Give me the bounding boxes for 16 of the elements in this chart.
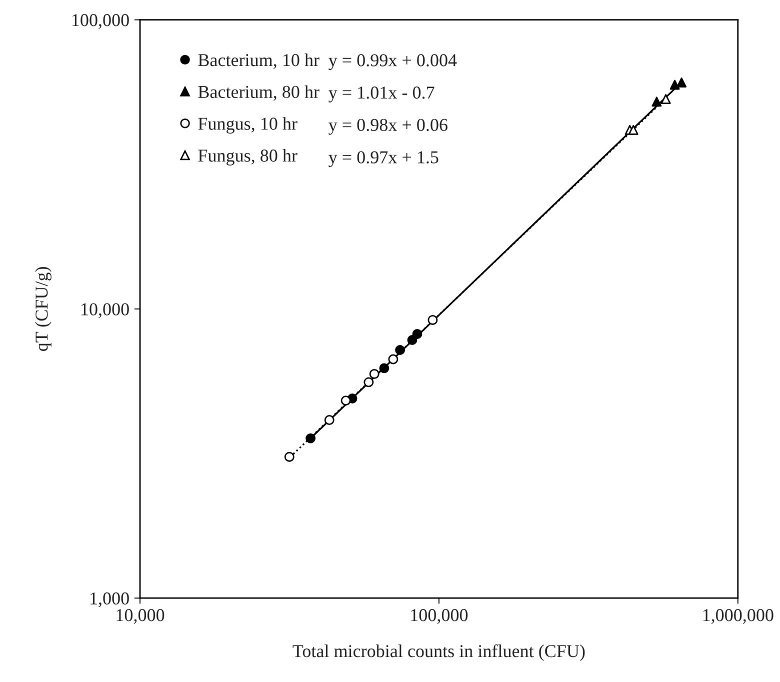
annotation: y = 0.98x + 0.06	[328, 118, 448, 135]
annotation: y = 1.01x - 0.7	[328, 86, 434, 102]
x-tick-label: 10,000	[116, 609, 164, 624]
annotation: y = 0.97x + 1.5	[328, 151, 438, 168]
annotation: y = 0.99x + 0.004	[328, 54, 457, 70]
legend-label: Bacterium, 10 hr	[198, 53, 320, 69]
x-tick-label: 1,000,000	[703, 609, 774, 624]
y-axis-title: qT (CFU/g)	[35, 267, 52, 352]
y-tick-label: 100,000	[72, 14, 129, 29]
legend-label: Bacterium, 80 hr	[198, 85, 320, 101]
x-axis-title: Total microbial counts in influent (CFU)	[292, 644, 585, 661]
y-tick-label: 1,000	[90, 592, 129, 608]
y-tick-label: 10,000	[82, 303, 129, 318]
legend-label: Fungus, 10 hr	[198, 117, 298, 134]
x-tick-label: 100,000	[411, 609, 468, 624]
legend-label: Fungus, 80 hr	[198, 149, 298, 166]
